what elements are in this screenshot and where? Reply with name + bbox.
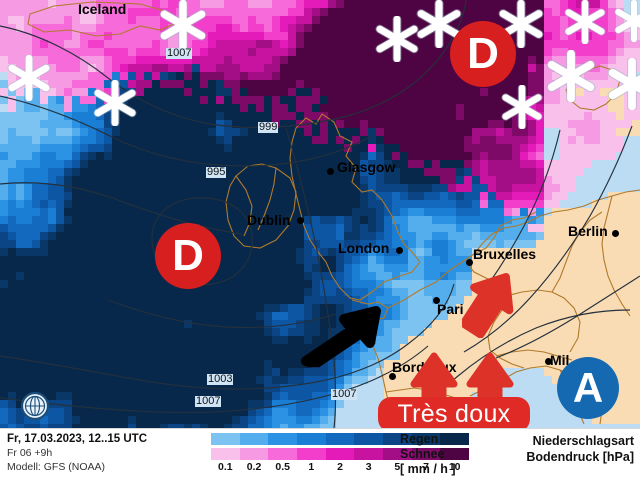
city-dot <box>297 217 304 224</box>
city-label: Pari <box>437 301 464 317</box>
scale-tick: 5 <box>394 461 401 473</box>
legend-precip-type: Niederschlagsart <box>532 434 634 448</box>
rain-color-swatch <box>297 433 326 445</box>
snowflake-icon <box>501 85 543 129</box>
city-dot <box>612 230 619 237</box>
city-label: Bruxelles <box>473 246 537 262</box>
isobar-label: 1007 <box>195 395 222 407</box>
map-footer: Fr, 17.03.2023, 12..15 UTC Fr 06 +9h Mod… <box>0 428 640 478</box>
isobar-label: 1007 <box>331 388 358 400</box>
city-dot <box>433 297 440 304</box>
snowflake-icon <box>416 0 462 48</box>
snow-color-swatch <box>325 448 355 460</box>
city-dot <box>466 259 473 266</box>
snow-color-bar <box>211 448 470 460</box>
scale-tick: 0.5 <box>275 461 290 473</box>
isobar-label: 995 <box>206 166 227 178</box>
scale-tick: 0.1 <box>218 461 233 473</box>
low-pressure-marker: D <box>450 21 516 87</box>
city-label: London <box>338 240 390 256</box>
scale-tick-labels: 0.1 0.2 0.5 1 2 3 5 7 10 <box>211 461 469 475</box>
city-dot <box>327 168 334 175</box>
scale-series-names: Regen Schnee [ mm / h ] <box>400 432 456 477</box>
snow-color-swatch <box>354 448 384 460</box>
snowflake-icon <box>498 0 544 48</box>
snowflake-icon <box>93 80 137 126</box>
snow-color-swatch <box>211 448 240 460</box>
snowflake-icon <box>607 58 640 110</box>
rain-color-bar <box>211 433 470 445</box>
city-label: Mil <box>550 352 570 368</box>
scale-tick: 10 <box>448 461 461 473</box>
tres-doux-callout: Très doux <box>378 397 530 428</box>
snow-color-swatch <box>268 448 298 460</box>
compass-globe-icon[interactable] <box>20 391 50 421</box>
scale-tick: 0.2 <box>246 461 262 473</box>
rain-color-swatch <box>411 433 441 445</box>
snow-label: Schnee <box>400 447 445 461</box>
rain-color-swatch <box>268 433 298 445</box>
footer-timestamp: Fr, 17.03.2023, 12..15 UTC <box>7 433 148 445</box>
rain-color-swatch <box>211 433 240 445</box>
snow-color-swatch <box>440 448 470 460</box>
snowflake-icon <box>375 16 419 62</box>
snow-color-swatch <box>411 448 441 460</box>
footer-run-info: Fr, 17.03.2023, 12..15 UTC Fr 06 +9h Mod… <box>7 432 147 474</box>
low-pressure-marker: D <box>155 223 221 289</box>
isobar-label: 1007 <box>166 47 193 59</box>
rain-color-swatch <box>239 433 269 445</box>
city-dot <box>396 247 403 254</box>
legend-right: Niederschlagsart Bodendruck [hPa] <box>526 433 634 465</box>
snow-color-swatch <box>383 448 412 460</box>
rain-color-swatch <box>354 433 384 445</box>
black-annotation-arrow <box>301 306 381 367</box>
scale-tick: 1 <box>308 461 315 473</box>
isobar-label: 999 <box>258 121 279 133</box>
city-dot <box>545 358 552 365</box>
rain-color-swatch <box>325 433 355 445</box>
rain-color-swatch <box>440 433 470 445</box>
city-dot <box>389 373 396 380</box>
city-label: Berlin <box>568 223 608 239</box>
snowflake-icon <box>546 50 596 102</box>
snowflake-icon <box>564 0 606 44</box>
rain-label: Regen <box>400 432 439 446</box>
city-label: Iceland <box>78 1 127 17</box>
high-pressure-marker: A <box>557 357 619 419</box>
isobar-label: 1003 <box>207 373 234 385</box>
tres-doux-label: Très doux <box>397 400 511 428</box>
footer-run: Fr 06 +9h <box>7 447 53 459</box>
snowflake-icon <box>614 0 640 42</box>
red-annotation-arrow-bruxelles <box>462 273 514 338</box>
weather-map[interactable]: 1007 999 995 1003 1007 1007 Iceland Glasgow Dub… <box>0 0 640 428</box>
snowflake-icon <box>159 0 207 50</box>
scale-tick: 7 <box>423 461 429 473</box>
legend-surface-pressure: Bodendruck [hPa] <box>526 450 634 464</box>
snow-color-swatch <box>239 448 269 460</box>
city-label: Glasgow <box>337 159 396 175</box>
scale-tick: 2 <box>337 461 343 473</box>
snow-color-swatch <box>297 448 326 460</box>
precipitation-color-scale: 0.1 0.2 0.5 1 2 3 5 7 10 <box>211 433 473 475</box>
rain-color-swatch <box>383 433 412 445</box>
snowflake-icon <box>7 55 51 101</box>
scale-unit-label: [ mm / h ] <box>400 462 456 476</box>
footer-model: Modell: GFS (NOAA) <box>7 461 106 473</box>
city-label: Dublin <box>247 212 291 228</box>
isobar-layer <box>0 0 640 428</box>
scale-tick: 3 <box>365 461 372 473</box>
